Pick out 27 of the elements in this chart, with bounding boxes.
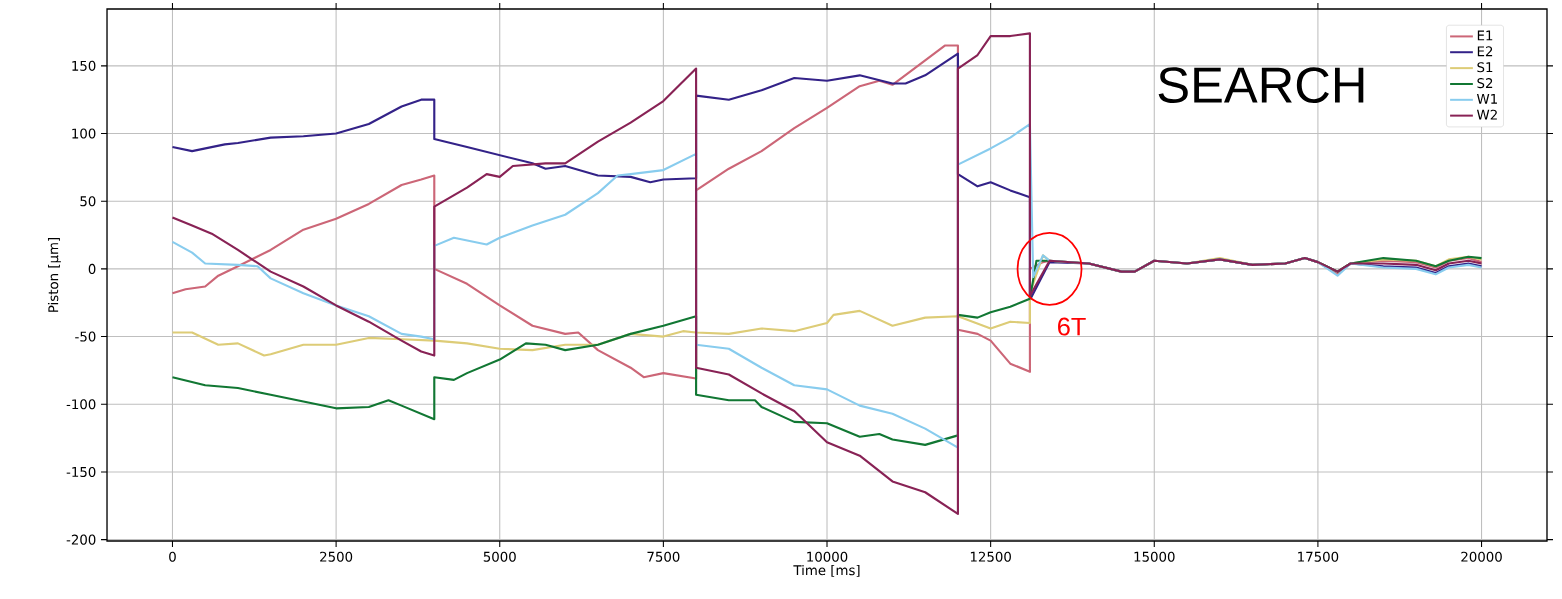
y-tick-label: -50	[75, 331, 96, 342]
legend-label: S2	[1477, 78, 1493, 89]
x-tick-label: 10000	[807, 551, 848, 562]
x-tick-label: 2500	[320, 551, 353, 562]
x-tick-label: 15000	[1134, 551, 1175, 562]
y-axis-title: Piston [µm]	[47, 237, 61, 312]
x-tick-label: 17500	[1298, 551, 1339, 562]
annotation: 6T	[1058, 317, 1086, 336]
x-axis-title: Time [ms]	[793, 564, 860, 577]
legend-label: W1	[1476, 93, 1497, 104]
y-tick-label: 0	[88, 263, 96, 274]
legend-label: S1	[1477, 62, 1493, 73]
y-tick-label: 150	[72, 60, 96, 71]
y-tick-label: 50	[80, 196, 96, 207]
x-tick-label: 20000	[1461, 551, 1502, 562]
x-tick-label: 0	[169, 551, 176, 562]
y-tick-label: -200	[66, 534, 96, 545]
annotation: SEARCH	[1158, 67, 1364, 104]
x-tick-label: 5000	[483, 551, 516, 562]
x-tick-label: 7500	[647, 551, 680, 562]
y-tick-label: 100	[72, 128, 96, 139]
legend-label: E1	[1477, 30, 1493, 41]
x-tick-label: 12500	[970, 551, 1011, 562]
legend-label: E2	[1477, 46, 1493, 57]
y-tick-label: -100	[66, 399, 96, 410]
legend-label: W2	[1476, 109, 1497, 120]
y-tick-label: -150	[66, 466, 96, 477]
